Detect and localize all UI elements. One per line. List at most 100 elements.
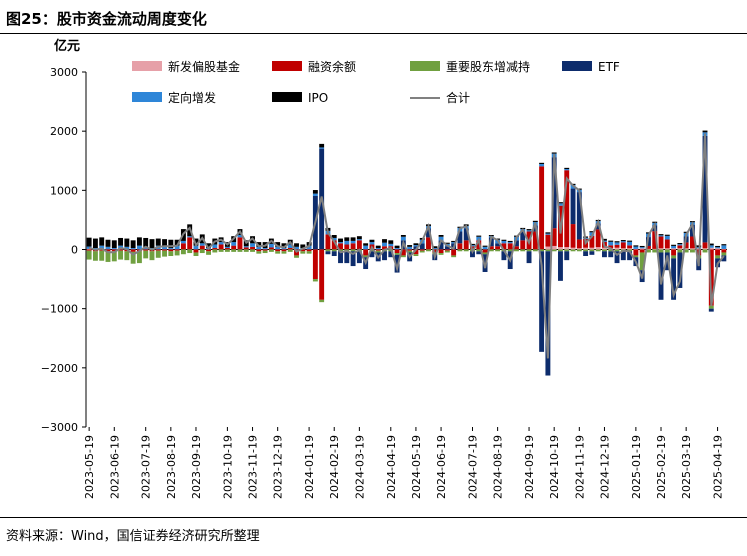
bar-segment: [199, 249, 205, 254]
bar-segment: [363, 249, 369, 250]
bar-segment: [394, 249, 400, 250]
bar-segment: [350, 240, 356, 244]
bar-segment: [476, 251, 482, 255]
x-tick-label: 2023-12-19: [272, 435, 285, 499]
bar-segment: [168, 249, 174, 250]
bar-segment: [608, 245, 614, 249]
x-tick-label: 2024-02-19: [328, 435, 341, 499]
bar-segment: [199, 249, 205, 250]
bar-segment: [312, 190, 318, 194]
bar-segment: [262, 249, 268, 250]
bar-segment: [438, 240, 444, 250]
bar-segment: [193, 252, 199, 257]
bar-segment: [162, 246, 168, 250]
bar-segment: [570, 247, 576, 250]
x-tick-label: 2024-01-19: [303, 435, 316, 499]
bar-segment: [275, 249, 281, 250]
legend-swatch: [410, 61, 440, 71]
bar-segment: [363, 249, 369, 256]
bar-segment: [193, 249, 199, 250]
bar-segment: [595, 223, 601, 230]
bar-segment: [413, 246, 419, 250]
bar-segment: [162, 249, 168, 250]
bar-segment: [319, 147, 325, 149]
bar-segment: [658, 236, 664, 249]
bar-segment: [451, 242, 457, 244]
bar-segment: [602, 240, 607, 242]
bar-segment: [721, 244, 727, 246]
bar-segment: [438, 236, 444, 241]
bar-segment: [432, 248, 438, 250]
legend-swatch: [132, 61, 162, 71]
source-note: 资料来源：Wind，国信证券经济研究所整理: [6, 529, 260, 544]
bar-segment: [507, 249, 513, 252]
bar-segment: [312, 193, 318, 196]
bar-segment: [570, 249, 576, 252]
bar-segment: [708, 243, 714, 246]
y-tick-label: −1000: [41, 303, 78, 316]
bar-segment: [287, 249, 293, 252]
x-tick-label: 2025-03-19: [680, 435, 693, 499]
bar-segment: [243, 246, 249, 248]
x-tick-label: 2023-09-19: [190, 435, 203, 499]
bar-segment: [627, 245, 633, 249]
bar-segment: [338, 238, 343, 243]
bar-segment: [281, 249, 287, 252]
bar-segment: [702, 130, 708, 133]
bar-segment: [400, 249, 406, 250]
bar-segment: [325, 251, 331, 255]
bar-segment: [344, 251, 350, 264]
bar-segment: [369, 242, 375, 245]
bar-segment: [683, 248, 689, 250]
bar-segment: [476, 249, 482, 252]
bar-segment: [325, 234, 331, 250]
bar-segment: [620, 241, 626, 243]
bar-segment: [457, 226, 463, 228]
bar-segment: [451, 255, 457, 258]
bar-segment: [520, 249, 526, 250]
bar-segment: [633, 255, 639, 258]
bar-segment: [275, 246, 281, 250]
bar-segment: [627, 251, 633, 261]
bar-segment: [532, 220, 538, 222]
bar-segment: [130, 251, 136, 264]
bar-segment: [388, 243, 394, 247]
bar-segment: [338, 242, 343, 244]
bar-segment: [344, 244, 350, 250]
bar-segment: [564, 249, 570, 252]
bar-segment: [595, 229, 601, 248]
bar-segment: [118, 237, 124, 246]
bar-segment: [721, 245, 727, 249]
bar-segment: [162, 249, 168, 251]
bar-segment: [419, 249, 425, 250]
bar-segment: [413, 254, 419, 257]
bar-segment: [363, 245, 369, 250]
bar-segment: [444, 250, 450, 253]
bar-segment: [250, 246, 255, 250]
bar-segment: [407, 249, 413, 251]
bar-segment: [143, 250, 149, 259]
bar-segment: [589, 251, 595, 255]
bar-segment: [375, 250, 381, 253]
bar-segment: [671, 244, 677, 246]
bar-segment: [689, 249, 695, 253]
bar-segment: [118, 249, 124, 251]
bar-segment: [375, 249, 381, 250]
bar-segment: [382, 246, 387, 250]
bar-segment: [224, 249, 230, 252]
bar-segment: [99, 249, 105, 251]
bar-segment: [262, 248, 268, 250]
bar-segment: [155, 249, 161, 251]
bar-segment: [168, 248, 174, 250]
bar-segment: [614, 242, 620, 245]
bar-segment: [86, 249, 92, 251]
bar-segment: [338, 243, 343, 250]
bar-segment: [583, 251, 589, 257]
bar-segment: [306, 249, 312, 250]
stacked-bar-chart: −3000 −2000 −1000 0 1000 2000 3000 亿元 2023-05-19…: [41, 38, 727, 499]
bar-segment: [708, 247, 714, 250]
bar-segment: [319, 249, 325, 300]
bar-segment: [444, 249, 450, 250]
bar-segment: [520, 231, 526, 241]
bar-segment: [614, 241, 620, 243]
